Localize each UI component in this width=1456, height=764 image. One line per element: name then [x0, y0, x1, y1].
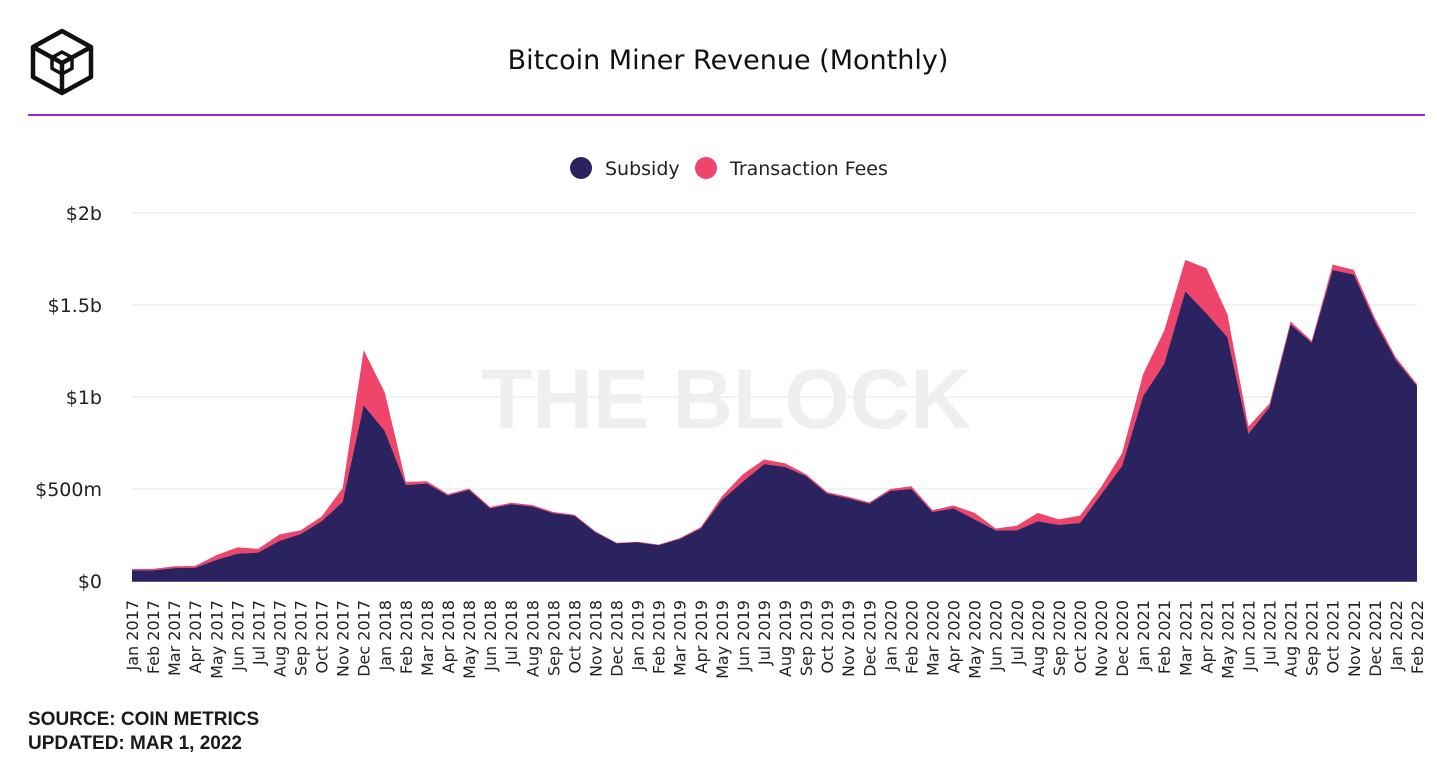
y-tick-label: $500m — [35, 479, 102, 501]
x-tick-label: Dec 2020 — [1113, 600, 1132, 677]
x-tick-label: Dec 2017 — [355, 600, 374, 677]
x-tick-label: Jan 2021 — [1134, 600, 1153, 671]
x-tick-label: Oct 2017 — [313, 600, 332, 673]
x-tick-label: Aug 2019 — [776, 600, 795, 677]
x-tick-label: Aug 2018 — [523, 600, 542, 677]
x-tick-label: Mar 2021 — [1176, 600, 1195, 676]
x-tick-label: Feb 2021 — [1155, 600, 1174, 674]
x-tick-label: Nov 2021 — [1345, 600, 1364, 677]
x-tick-label: Jun 2021 — [1239, 600, 1258, 672]
x-tick-label: May 2018 — [460, 600, 479, 679]
x-tick-label: Nov 2019 — [839, 600, 858, 677]
x-tick-label: Apr 2021 — [1197, 600, 1216, 673]
x-tick-label: Feb 2018 — [397, 600, 416, 674]
x-tick-label: Sep 2020 — [1050, 600, 1069, 676]
x-tick-label: Jul 2018 — [502, 600, 521, 666]
legend-swatch — [695, 157, 717, 179]
x-tick-label: Jan 2018 — [376, 600, 395, 671]
series-areas — [132, 259, 1417, 582]
x-tick-label: Feb 2022 — [1408, 600, 1427, 674]
x-tick-label: May 2021 — [1218, 600, 1237, 679]
x-tick-label: Jun 2020 — [987, 600, 1006, 672]
x-tick-label: Mar 2020 — [923, 600, 942, 676]
x-tick-label: Mar 2018 — [418, 600, 437, 676]
x-tick-label: Jun 2018 — [481, 600, 500, 672]
the-block-cube-icon — [30, 28, 94, 96]
x-tick-label: Dec 2019 — [860, 600, 879, 677]
x-tick-label: Jul 2020 — [1008, 600, 1027, 666]
series-area-transaction-fees — [132, 259, 1417, 571]
x-tick-label: Apr 2020 — [945, 600, 964, 673]
legend-label: Transaction Fees — [729, 158, 888, 180]
x-tick-label: May 2017 — [207, 600, 226, 679]
y-axis-ticks: $0 $500m $1b $1.5b $2b — [35, 203, 102, 593]
y-tick-label: $1.5b — [48, 295, 102, 317]
legend: Subsidy Transaction Fees — [570, 157, 888, 180]
y-tick-label: $1b — [66, 387, 102, 409]
x-tick-label: Jan 2017 — [123, 600, 142, 671]
x-tick-label: May 2019 — [713, 600, 732, 679]
x-tick-label: Jul 2019 — [755, 600, 774, 666]
header-divider — [28, 114, 1425, 116]
x-tick-label: Sep 2021 — [1303, 600, 1322, 676]
x-tick-label: Dec 2018 — [608, 600, 627, 677]
watermark: THE BLOCK — [481, 352, 971, 446]
x-tick-label: Nov 2018 — [586, 600, 605, 677]
x-tick-label: Jan 2020 — [881, 600, 900, 671]
x-tick-label: Sep 2019 — [797, 600, 816, 676]
source-note: SOURCE: COIN METRICS — [28, 709, 260, 730]
x-tick-label: Apr 2019 — [692, 600, 711, 673]
x-tick-label: Dec 2021 — [1366, 600, 1385, 677]
x-tick-label: Sep 2018 — [544, 600, 563, 676]
x-tick-label: Jan 2022 — [1387, 600, 1406, 671]
x-tick-label: Mar 2017 — [165, 600, 184, 676]
x-tick-label: Oct 2019 — [818, 600, 837, 673]
x-tick-label: Aug 2017 — [270, 600, 289, 677]
x-tick-label: Jul 2021 — [1261, 600, 1280, 666]
chart-title: Bitcoin Miner Revenue (Monthly) — [507, 45, 949, 76]
updated-note: UPDATED: MAR 1, 2022 — [28, 733, 242, 754]
x-tick-label: Jul 2017 — [249, 600, 268, 666]
legend-label: Subsidy — [605, 158, 680, 180]
x-tick-label: Jan 2019 — [629, 600, 648, 671]
x-tick-label: Aug 2020 — [1029, 600, 1048, 677]
x-tick-label: Sep 2017 — [292, 600, 311, 676]
x-tick-label: Mar 2019 — [671, 600, 690, 676]
x-tick-label: Nov 2017 — [334, 600, 353, 677]
x-tick-label: Nov 2020 — [1092, 600, 1111, 677]
x-tick-label: Feb 2019 — [650, 600, 669, 674]
x-tick-label: Oct 2020 — [1071, 600, 1090, 673]
x-tick-label: Jun 2019 — [734, 600, 753, 672]
y-tick-label: $0 — [78, 571, 102, 593]
y-tick-label: $2b — [66, 203, 102, 225]
x-tick-label: Feb 2017 — [144, 600, 163, 674]
x-axis-ticks: Jan 2017 Feb 2017 Mar 2017 Apr 2017 May 2017… — [123, 600, 1427, 679]
x-tick-label: Jun 2017 — [228, 600, 247, 672]
x-tick-label: Oct 2018 — [565, 600, 584, 673]
chart-footer: SOURCE: COIN METRICS UPDATED: MAR 1, 202… — [28, 708, 259, 756]
chart-header: Bitcoin Miner Revenue (Monthly) — [0, 0, 1456, 118]
legend-swatch — [570, 157, 592, 179]
x-tick-label: Aug 2021 — [1282, 600, 1301, 677]
x-tick-label: Apr 2018 — [439, 600, 458, 673]
x-tick-label: Apr 2017 — [186, 600, 205, 673]
x-tick-label: May 2020 — [966, 600, 985, 679]
series-area-subsidy — [132, 270, 1417, 581]
x-tick-label: Oct 2021 — [1324, 600, 1343, 673]
x-tick-label: Feb 2020 — [902, 600, 921, 674]
